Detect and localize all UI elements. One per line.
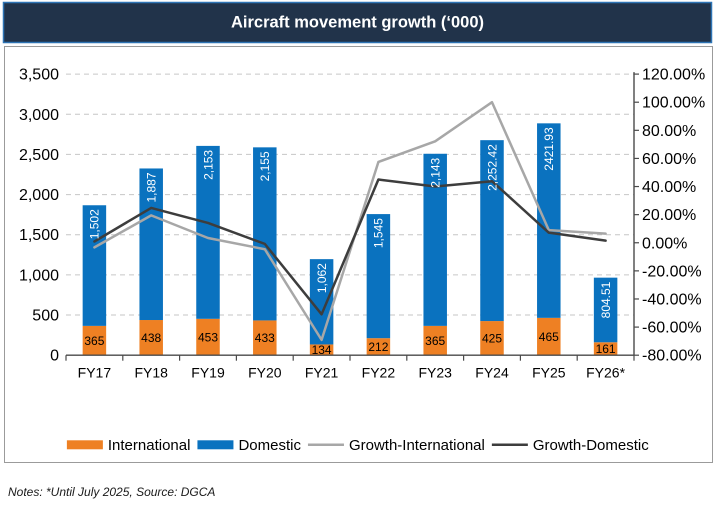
legend: International Domestic Growth-Internationa… — [66, 437, 649, 454]
right-axis-label--80.00%: -80.00% — [642, 348, 702, 365]
legend-label-growth-international: Growth-International — [349, 437, 485, 454]
chart-title: Aircraft movement growth (‘000) — [231, 14, 484, 32]
label-domestic-FY17: 1,502 — [88, 209, 102, 239]
bar-domestic-FY20 — [253, 147, 277, 321]
left-axis-label-0: 0 — [50, 348, 59, 365]
plot-area-card — [4, 46, 713, 463]
legend-item-international: International — [66, 437, 191, 454]
axes — [65, 72, 639, 361]
label-international-FY26*: 161 — [596, 342, 616, 356]
label-domestic-FY26*: 804.51 — [599, 281, 613, 318]
right-axis-label-0.00%: 0.00% — [642, 235, 687, 252]
left-axis-label-2,500: 2,500 — [19, 147, 59, 164]
legend-label-domestic: Domestic — [238, 437, 301, 454]
right-axis-label-60.00%: 60.00% — [642, 151, 696, 168]
x-axis-label-FY22: FY22 — [362, 365, 396, 381]
left-axis-label-3,500: 3,500 — [19, 67, 59, 84]
bars — [82, 123, 618, 356]
bar-domestic-FY22 — [366, 214, 391, 339]
right-axis-label--40.00%: -40.00% — [642, 291, 702, 308]
legend-item-growth-international: Growth-International — [307, 437, 485, 454]
x-axis-label-FY18: FY18 — [134, 365, 168, 381]
right-axis-label-40.00%: 40.00% — [642, 179, 696, 196]
label-domestic-FY21: 1,062 — [315, 263, 329, 293]
label-international-FY17: 365 — [84, 334, 104, 348]
bar-international-FY20 — [253, 320, 277, 356]
label-international-FY22: 212 — [368, 340, 388, 354]
legend-label-international: International — [108, 437, 191, 454]
growth-lines — [93, 100, 607, 342]
x-axis-label-FY17: FY17 — [78, 365, 112, 381]
line-growth-domestic — [93, 178, 607, 316]
label-international-FY19: 453 — [198, 330, 218, 344]
bar-international-FY19 — [196, 318, 220, 356]
x-axis-label-FY20: FY20 — [248, 365, 282, 381]
left-axis-label-500: 500 — [32, 308, 59, 325]
label-international-FY20: 433 — [255, 331, 275, 345]
x-axis-label-FY26*: FY26* — [586, 365, 625, 381]
legend-item-domestic: Domestic — [197, 437, 301, 454]
label-domestic-FY19: 2,153 — [201, 150, 215, 180]
left-axis-label-1,000: 1,000 — [19, 267, 59, 284]
bar-labels: 365 1,502 438 1,887 453 2,153 433 2,155 134 1,062… — [84, 127, 616, 357]
bar-international-FY21 — [309, 344, 334, 356]
bar-domestic-FY18 — [139, 168, 163, 321]
legend-swatch-international — [66, 440, 103, 450]
right-axis-label--60.00%: -60.00% — [642, 320, 702, 337]
right-axis-label-100.00%: 100.00% — [642, 95, 705, 112]
axis-labels: 120.00% 100.00% 80.00% 60.00% 40.00% 20.00% 0.… — [19, 67, 705, 381]
right-axis-label--20.00%: -20.00% — [642, 263, 702, 280]
x-axis-label-FY19: FY19 — [191, 365, 225, 381]
bar-international-FY22 — [366, 338, 391, 356]
bar-international-FY26* — [593, 342, 618, 356]
label-international-FY24: 425 — [482, 331, 502, 345]
right-axis-label-80.00%: 80.00% — [642, 123, 696, 140]
x-axis-label-FY21: FY21 — [305, 365, 339, 381]
right-axis-label-20.00%: 20.00% — [642, 207, 696, 224]
bar-international-FY18 — [139, 320, 163, 356]
chart-title-bar — [2, 1, 713, 44]
bar-international-FY24 — [480, 321, 504, 356]
x-axis-label-FY25: FY25 — [532, 365, 566, 381]
line-growth-international — [93, 100, 607, 342]
label-domestic-FY25: 2421.93 — [542, 127, 556, 171]
bar-domestic-FY17 — [82, 205, 107, 326]
label-international-FY21: 134 — [312, 343, 332, 357]
x-axis-label-FY24: FY24 — [475, 365, 509, 381]
label-domestic-FY23: 2,143 — [429, 157, 443, 187]
label-international-FY18: 438 — [141, 331, 161, 345]
x-axis-label-FY23: FY23 — [418, 365, 452, 381]
label-domestic-FY20: 2,155 — [258, 151, 272, 181]
left-axis-label-3,000: 3,000 — [19, 107, 59, 124]
bar-international-FY23 — [423, 325, 447, 356]
bar-domestic-FY19 — [196, 145, 220, 319]
bar-domestic-FY26* — [593, 277, 618, 343]
legend-label-growth-domestic: Growth-Domestic — [533, 437, 649, 454]
label-international-FY25: 465 — [539, 330, 559, 344]
right-axis-label-120.00%: 120.00% — [642, 67, 705, 84]
legend-swatch-domestic — [197, 440, 234, 450]
label-domestic-FY24: 2,252.42 — [485, 144, 499, 191]
bar-international-FY25 — [537, 317, 561, 356]
bar-international-FY17 — [82, 325, 107, 356]
label-domestic-FY22: 1,545 — [372, 218, 386, 248]
bar-domestic-FY23 — [423, 153, 447, 326]
left-axis-label-2,000: 2,000 — [19, 187, 59, 204]
notes: Notes: *Until July 2025, Source: DGCA — [8, 485, 215, 499]
legend-item-growth-domestic: Growth-Domestic — [491, 437, 649, 454]
bar-domestic-FY25 — [537, 123, 561, 318]
label-international-FY23: 365 — [425, 334, 445, 348]
label-domestic-FY18: 1,887 — [145, 172, 159, 202]
left-axis-label-1,500: 1,500 — [19, 227, 59, 244]
